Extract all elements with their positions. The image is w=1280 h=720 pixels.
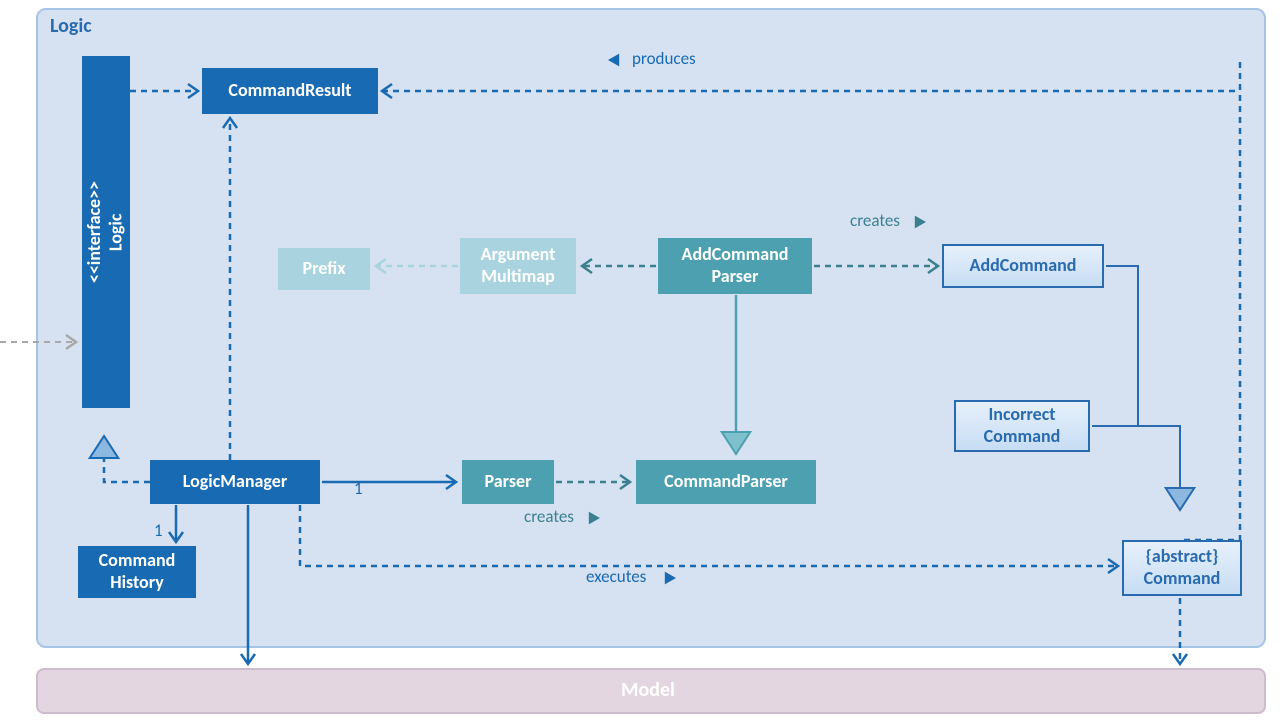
incorrect-line2: Command xyxy=(984,425,1061,447)
incorrect-line1: Incorrect xyxy=(988,403,1055,425)
node-prefix: Prefix xyxy=(278,248,370,290)
acp-line2: Parser xyxy=(712,265,759,287)
node-command-history: Command History xyxy=(78,546,196,598)
add-command-label: AddCommand xyxy=(970,255,1077,277)
history-line1: Command xyxy=(99,549,176,571)
node-add-command: AddCommand xyxy=(942,244,1104,288)
stereotype-label: <<interface>> xyxy=(83,181,105,283)
model-title: Model xyxy=(621,678,675,702)
interface-name: Logic xyxy=(105,213,127,251)
history-line2: History xyxy=(110,571,164,593)
multimap-line1: Argument xyxy=(481,243,556,265)
node-command-parser: CommandParser xyxy=(636,460,816,504)
abstract-line1: {abstract} xyxy=(1146,545,1219,567)
node-command-result: CommandResult xyxy=(202,68,378,114)
acp-line1: AddCommand xyxy=(682,243,789,265)
logic-title: Logic xyxy=(50,14,92,38)
command-result-label: CommandResult xyxy=(228,80,351,102)
prefix-label: Prefix xyxy=(303,258,346,280)
parser-label: Parser xyxy=(485,471,532,493)
multimap-line2: Multimap xyxy=(481,265,555,287)
logic-manager-label: LogicManager xyxy=(183,471,287,493)
command-parser-label: CommandParser xyxy=(664,471,788,493)
node-parser: Parser xyxy=(462,460,554,504)
abstract-line2: Command xyxy=(1144,567,1221,589)
node-interface-logic: <<interface>> Logic xyxy=(82,56,130,408)
node-argument-multimap: Argument Multimap xyxy=(460,238,576,294)
node-incorrect-command: Incorrect Command xyxy=(954,400,1090,452)
node-logic-manager: LogicManager xyxy=(150,460,320,504)
node-add-command-parser: AddCommand Parser xyxy=(658,238,812,294)
node-abstract-command: {abstract} Command xyxy=(1122,540,1242,596)
